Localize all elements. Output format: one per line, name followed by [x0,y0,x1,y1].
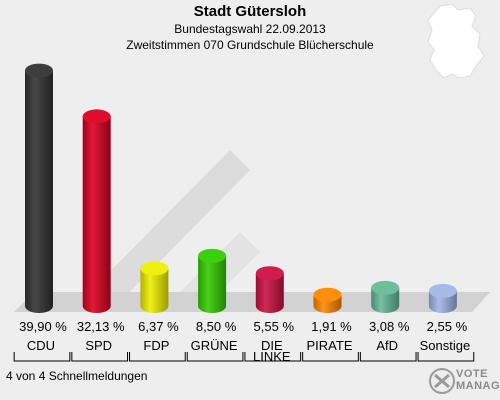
value-label: 8,50 % [196,319,237,334]
bar [428,283,457,313]
bar [255,266,284,313]
bar-body [198,255,227,313]
bar-top [25,63,53,78]
category-bracket [71,352,129,362]
category-bracket [244,352,302,362]
logo-text: VOTE MANAGER [456,368,500,392]
value-label: 1,91 % [311,319,352,334]
category-label: CDU [27,338,55,353]
bar [313,287,342,313]
bar-body [255,273,284,313]
category-label: Sonstige [420,338,471,353]
bar [25,63,53,313]
logo-text-top: VOTE [456,368,488,380]
category-bracket [359,352,417,362]
category-bracket [302,352,359,362]
value-label: 39,90 % [19,319,67,334]
chart-subtitle: Bundestagswahl 22.09.2013 [174,22,326,36]
value-label: 2,55 % [427,319,468,334]
category-label: SPD [85,338,112,353]
value-label: 5,55 % [254,319,295,334]
bar-top [140,261,169,276]
value-label: 3,08 % [369,319,410,334]
chart-subtitle-2: Zweitstimmen 070 Grundschule Blücherschu… [126,38,374,52]
category-label: LINKE [253,349,291,364]
bar-top [371,280,400,295]
bar-top [82,109,111,124]
value-label: 6,37 % [138,319,179,334]
bar-body [25,70,53,313]
bar-top [313,287,342,302]
logo-text-bottom: MANAGER [456,380,500,392]
bar [140,261,169,313]
footer-note: 4 von 4 Schnellmeldungen [6,369,148,383]
germany-map-icon [427,3,485,79]
category-bracket [129,352,186,362]
value-label: 32,13 % [77,319,125,334]
category-bracket [186,352,244,362]
bar-body [371,287,400,313]
bar [198,248,227,313]
category-label: FDP [143,338,169,353]
bar-top [428,283,457,298]
category-label: DIE [261,338,283,353]
vote-manager-logo [429,368,455,394]
category-bracket [13,352,71,362]
category-label: GRÜNE [191,338,238,353]
category-bracket [417,352,475,362]
bar-body [140,268,169,313]
bar-top [255,266,284,281]
bar-top [198,248,227,263]
background-shape [70,150,250,312]
category-label: AfD [376,338,398,353]
bar-body [82,116,111,313]
chart-title: Stadt Gütersloh [193,3,307,20]
category-label: PIRATE [307,338,353,353]
bar [371,280,400,313]
bar [82,109,111,313]
chart-floor [14,292,490,312]
